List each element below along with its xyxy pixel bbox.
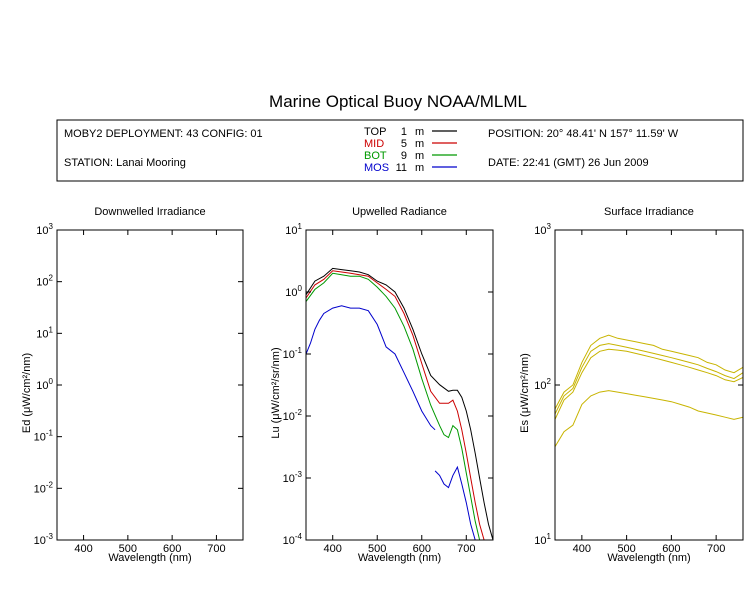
legend-name-top: TOP bbox=[364, 126, 386, 138]
y-tick-label: 102 bbox=[36, 274, 53, 289]
plot-frame bbox=[56, 229, 244, 541]
y-axis-label: Ed (μW/cm²/nm) bbox=[21, 353, 33, 433]
y-tick-label: 100 bbox=[285, 284, 302, 299]
series-line-4 bbox=[555, 390, 743, 447]
series-line-1 bbox=[306, 267, 493, 540]
x-tick-label: 400 bbox=[573, 543, 591, 555]
y-tick-label: 103 bbox=[36, 222, 53, 237]
y-tick-label: 101 bbox=[285, 222, 302, 237]
plot-area bbox=[306, 267, 493, 540]
y-tick-label: 10-3 bbox=[34, 532, 54, 547]
series-line-4 bbox=[306, 305, 436, 431]
x-tick-label: 700 bbox=[207, 543, 225, 555]
y-tick-label: 10-1 bbox=[34, 429, 54, 444]
chart-2: Upwelled Radiance 400 500 600 700 10-4 10-3 10-… bbox=[270, 206, 494, 564]
legend-depth-top: 1 bbox=[401, 126, 407, 138]
x-tick-label: 500 bbox=[617, 543, 635, 555]
series-line-2 bbox=[555, 343, 743, 415]
y-tick-label: 100 bbox=[36, 377, 53, 392]
y-tick-label: 10-1 bbox=[283, 346, 303, 361]
legend-depth-mos: 11 bbox=[396, 162, 407, 174]
legend-unit-bot: m bbox=[415, 150, 424, 162]
series-line-3 bbox=[555, 348, 743, 420]
y-tick-label: 10-3 bbox=[283, 470, 303, 485]
station-text: STATION: Lanai Mooring bbox=[64, 157, 186, 169]
legend-name-bot: BOT bbox=[364, 150, 387, 162]
y-tick-label: 10-2 bbox=[283, 408, 303, 423]
y-tick-label: 101 bbox=[534, 532, 551, 547]
legend-depth-bot: 9 bbox=[401, 150, 407, 162]
legend-unit-mid: m bbox=[415, 138, 424, 150]
x-tick-label: 700 bbox=[457, 543, 475, 555]
x-tick-label: 500 bbox=[119, 543, 137, 555]
chart-3: Surface Irradiance 400 500 600 700 101 102 103 W… bbox=[519, 206, 744, 564]
x-tick-label: 500 bbox=[368, 543, 386, 555]
x-tick-label: 400 bbox=[324, 543, 342, 555]
x-tick-label: 600 bbox=[662, 543, 680, 555]
y-axis-label: Lu (μW/cm²/sr/nm) bbox=[270, 347, 282, 438]
legend-depth-mid: 5 bbox=[401, 138, 407, 150]
plot-area bbox=[555, 334, 743, 447]
y-tick-label: 10-2 bbox=[34, 480, 54, 495]
x-axis-label: Wavelength (nm) bbox=[358, 552, 441, 564]
y-tick-label: 10-4 bbox=[283, 532, 303, 547]
x-axis-label: Wavelength (nm) bbox=[108, 552, 191, 564]
legend-name-mos: MOS bbox=[364, 162, 389, 174]
series-line-1 bbox=[555, 334, 743, 410]
plot-frame bbox=[305, 229, 494, 541]
plot-frame bbox=[554, 229, 744, 541]
info-box bbox=[56, 119, 744, 182]
x-tick-label: 600 bbox=[413, 543, 431, 555]
deployment-text: MOBY2 DEPLOYMENT: 43 CONFIG: 01 bbox=[64, 128, 263, 140]
x-axis-label: Wavelength (nm) bbox=[607, 552, 690, 564]
chart-title: Upwelled Radiance bbox=[352, 206, 447, 218]
legend-unit-top: m bbox=[415, 126, 424, 138]
series-line-2 bbox=[306, 270, 493, 540]
series-line-5 bbox=[434, 465, 489, 540]
position-text: POSITION: 20° 48.41' N 157° 11.59' W bbox=[488, 128, 679, 140]
figure-title: Marine Optical Buoy NOAA/MLML bbox=[269, 92, 527, 111]
y-tick-label: 102 bbox=[534, 377, 551, 392]
chart-title: Downwelled Irradiance bbox=[94, 206, 205, 218]
y-tick-label: 101 bbox=[36, 325, 53, 340]
x-tick-label: 400 bbox=[74, 543, 92, 555]
y-tick-label: 103 bbox=[534, 222, 551, 237]
x-tick-label: 700 bbox=[707, 543, 725, 555]
y-axis-label: Es (μW/cm²/nm) bbox=[519, 353, 531, 433]
chart-1: Downwelled Irradiance 400 500 600 700 10-3 10-… bbox=[21, 206, 244, 564]
legend-unit-mos: m bbox=[415, 162, 424, 174]
charts: Downwelled Irradiance 400 500 600 700 10-3 10-… bbox=[21, 206, 744, 564]
series-line-3 bbox=[306, 272, 493, 540]
x-tick-label: 600 bbox=[163, 543, 181, 555]
chart-title: Surface Irradiance bbox=[604, 206, 694, 218]
date-text: DATE: 22:41 (GMT) 26 Jun 2009 bbox=[488, 157, 649, 169]
legend-name-mid: MID bbox=[364, 138, 384, 150]
